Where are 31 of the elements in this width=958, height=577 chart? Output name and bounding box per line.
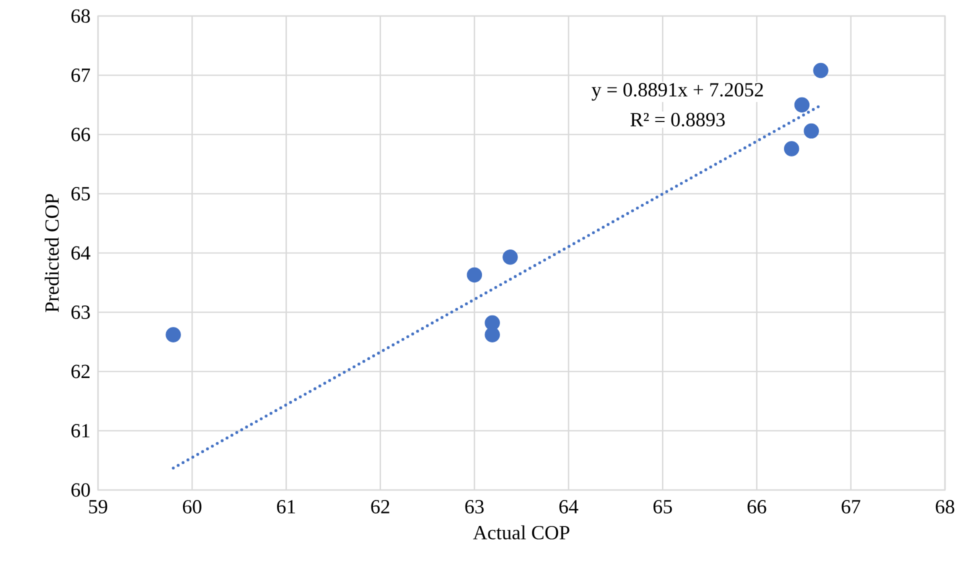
x-tick-label: 67 [842, 500, 860, 514]
point [502, 250, 518, 265]
x-tick-label: 60 [182, 500, 202, 514]
x-tick-label: 63 [465, 500, 484, 514]
y-tick-label: 68 [71, 9, 90, 23]
y-tick-label: 64 [71, 246, 90, 260]
y-tick-label: 60 [71, 483, 90, 497]
point [166, 327, 181, 342]
y-tick-label: 66 [71, 128, 90, 142]
x-axis-title: Actual COP [473, 525, 570, 540]
y-tick-label: 65 [71, 187, 90, 200]
annotation: y = 0.8891x + 7.2052 [592, 83, 763, 101]
point [813, 62, 828, 78]
y-tick-label: 62 [71, 364, 90, 378]
annotation: R² = 0.8893 [630, 112, 725, 126]
x-tick-label: 61 [277, 500, 296, 514]
point [784, 141, 800, 156]
y-tick-label: 61 [71, 424, 90, 438]
y-axis-title: Predicted COP [44, 194, 59, 312]
x-tick-label: 64 [559, 500, 578, 514]
point [794, 97, 810, 112]
x-tick-label: 66 [748, 500, 766, 514]
x-tick-label: 68 [936, 500, 954, 514]
x-tick-label: 59 [89, 500, 108, 514]
x-tick-label: 62 [371, 500, 390, 514]
x-tick-label: 65 [654, 500, 672, 514]
point [466, 267, 482, 283]
y-tick-label: 63 [71, 306, 90, 319]
point [804, 123, 819, 139]
point [484, 327, 500, 342]
y-tick-label: 67 [71, 68, 90, 82]
